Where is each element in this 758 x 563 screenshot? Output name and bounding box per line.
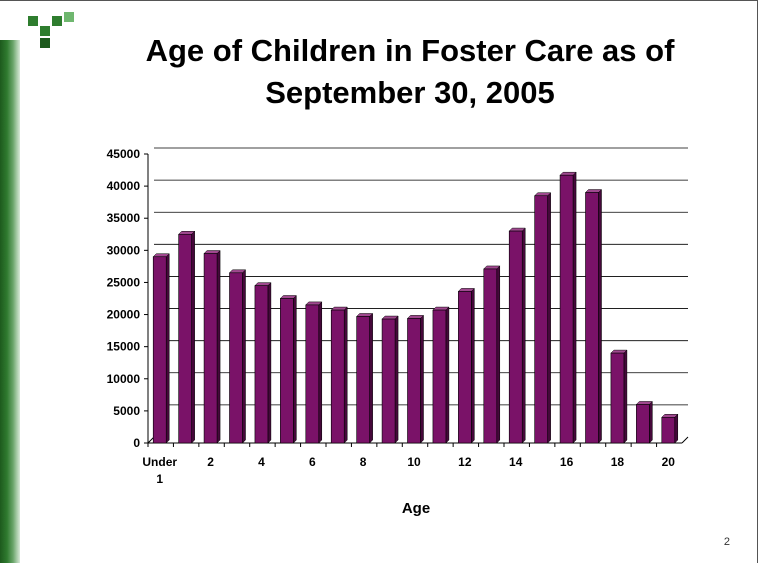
- checkmark-logo-icon: [28, 12, 74, 48]
- bar: [152, 256, 167, 444]
- bar: [330, 309, 345, 444]
- bar: [305, 304, 320, 444]
- bar-side: [445, 306, 450, 444]
- bar: [483, 268, 498, 444]
- y-tick-label: 40000: [107, 179, 141, 193]
- bar: [229, 272, 243, 444]
- bar: [178, 233, 192, 444]
- y-tick-label: 35000: [107, 211, 141, 225]
- bar: [559, 174, 574, 444]
- bar-top: [254, 282, 272, 286]
- bar: [203, 253, 218, 444]
- bar: [407, 318, 421, 444]
- bar: [432, 309, 447, 444]
- bar-side: [572, 171, 577, 444]
- bar: [458, 291, 472, 444]
- bar: [254, 285, 269, 444]
- bar-top: [406, 315, 425, 319]
- x-axis-label: Age: [402, 500, 430, 517]
- bar-side: [343, 306, 348, 444]
- x-tick-label: 16: [560, 455, 574, 469]
- bar: [381, 318, 396, 444]
- bar: [508, 230, 523, 444]
- bar-top: [559, 171, 577, 176]
- bar-top: [508, 227, 526, 232]
- x-tick-label: 4: [258, 455, 265, 469]
- bar-side: [318, 301, 323, 444]
- bar: [585, 192, 599, 444]
- bar-side: [623, 349, 628, 444]
- bar-side: [394, 315, 399, 444]
- x-tick-label: 10: [407, 455, 421, 469]
- bar-top: [330, 306, 348, 311]
- bar-side: [674, 413, 679, 444]
- x-tick-label: 8: [360, 455, 367, 469]
- y-tick-label: 5000: [113, 404, 140, 418]
- left-accent-bar: [0, 40, 20, 563]
- bar: [610, 352, 625, 444]
- bar-side: [165, 253, 170, 444]
- bar-side: [471, 287, 475, 444]
- bar-side: [216, 249, 221, 444]
- bar: [280, 298, 294, 444]
- bar-top: [279, 295, 297, 299]
- y-tick-label: 15000: [107, 340, 141, 354]
- bar-top: [483, 265, 501, 270]
- bar-side: [369, 312, 373, 444]
- x-tick-label: 1: [156, 472, 163, 486]
- bar-top: [635, 401, 653, 405]
- axis-floor-edge-right: [681, 436, 689, 444]
- bar-side: [598, 188, 602, 444]
- bar-side: [649, 400, 653, 444]
- bar-side: [267, 282, 272, 444]
- y-tick-label: 30000: [107, 243, 141, 257]
- bar-side: [191, 230, 195, 444]
- bar-side: [521, 227, 526, 444]
- bar-side: [496, 265, 501, 444]
- x-tick-label: 14: [509, 455, 523, 469]
- slide-title: Age of Children in Foster Care as of Sep…: [80, 30, 740, 114]
- bar-top: [381, 315, 399, 320]
- y-tick-label: 45000: [107, 147, 141, 161]
- bar-side: [293, 294, 297, 444]
- bar: [356, 316, 370, 444]
- x-tick-label: 18: [611, 455, 625, 469]
- bar-side: [420, 314, 424, 444]
- y-tick-label: 10000: [107, 372, 141, 386]
- bar-top: [356, 313, 374, 317]
- bar-top: [432, 306, 450, 311]
- bar-top: [457, 288, 475, 292]
- bar: [534, 195, 548, 444]
- bar-top: [152, 253, 170, 258]
- y-tick-label: 25000: [107, 275, 141, 289]
- y-tick-label: 20000: [107, 308, 141, 322]
- y-tick-label: 0: [133, 436, 140, 450]
- bar-top: [610, 349, 628, 354]
- bar-top: [228, 269, 247, 274]
- bar-top: [534, 192, 552, 196]
- bar: [636, 404, 650, 444]
- title-line-2: September 30, 2005: [265, 75, 555, 110]
- x-tick-label: 6: [309, 455, 316, 469]
- bar: [661, 417, 676, 444]
- bar-top: [584, 189, 603, 193]
- x-tick-label: 20: [662, 455, 676, 469]
- bar-top: [661, 414, 679, 418]
- x-tick-label: 2: [207, 455, 214, 469]
- page-number: 2: [723, 536, 730, 548]
- bar-side: [547, 192, 551, 444]
- x-tick-label: 12: [458, 455, 472, 469]
- bar-top: [203, 250, 221, 254]
- bar-side: [242, 269, 246, 444]
- bar-top: [178, 231, 196, 235]
- bar-top: [305, 301, 323, 306]
- x-tick-label: Under: [142, 455, 177, 469]
- title-line-1: Age of Children in Foster Care as of: [145, 33, 675, 68]
